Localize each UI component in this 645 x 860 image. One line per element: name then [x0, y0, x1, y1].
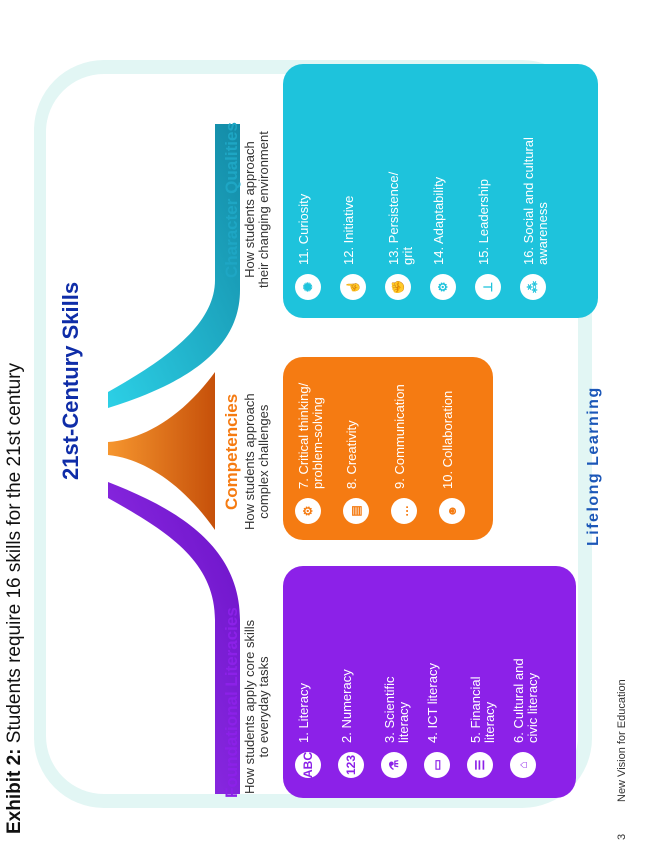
lightbulb-icon: ✺: [295, 274, 321, 300]
skill-label: 14. Adaptability: [431, 176, 446, 265]
footer-source: New Vision for Education: [616, 679, 628, 802]
skill-item: ▤ 8. Creativity: [343, 420, 369, 524]
skill-label: 13. Persistence/grit: [386, 171, 415, 265]
skill-label: 8. Creativity: [344, 420, 359, 489]
skill-item: ⚙ 7. Critical thinking/problem-solving: [295, 383, 325, 524]
building-icon: ⌂: [510, 752, 536, 778]
people-icon: ☻: [439, 498, 465, 524]
fist-icon: ✊: [385, 274, 411, 300]
diagram-title: 21st-Century Skills: [58, 281, 83, 480]
numbers-icon: 123: [338, 752, 364, 778]
skill-label: 6. Cultural and civic literacy: [511, 658, 540, 743]
skill-item: ☝ 12. Initiative: [340, 196, 366, 300]
skill-item: ☻ 10. Collaboration: [439, 391, 465, 524]
abc-letters-icon: ABC: [295, 752, 321, 778]
org-chart-icon: ⊥: [475, 274, 501, 300]
skill-label: 5. Financial literacy: [468, 676, 497, 743]
skill-label: 9. Communication: [392, 384, 407, 489]
skill-label: 10. Collaboration: [440, 390, 455, 489]
funnel-foundational: [108, 482, 240, 794]
skill-item: ▭ 4. ICT literacy: [424, 663, 450, 778]
skill-item: ⚗ 3. Scientific literacy: [381, 677, 411, 778]
flask-icon: ⚗: [381, 752, 407, 778]
skill-item: ✺ 11. Curiosity: [295, 194, 321, 300]
skill-item: ⌂ 6. Cultural and civic literacy: [510, 658, 540, 778]
skill-label: 7. Critical thinking/problem-solving: [296, 382, 325, 489]
foundational-subtitle: How students apply core skills to everyd…: [242, 619, 271, 794]
skill-label: 12. Initiative: [341, 195, 356, 265]
skill-item: ⚙ 14. Adaptability: [430, 177, 456, 300]
skill-label: 2. Numeracy: [339, 669, 354, 743]
cogs-icon: ⚙: [430, 274, 456, 300]
funnel-competencies: [108, 372, 215, 530]
page-number: 3: [616, 833, 628, 840]
funnel-character: [108, 124, 240, 408]
character-subtitle: How students approach their changing env…: [242, 131, 271, 288]
speech-bubble-icon: …: [391, 498, 417, 524]
pointer-icon: ☝: [340, 274, 366, 300]
skill-item: 123 2. Numeracy: [338, 669, 364, 778]
skill-label: 11. Curiosity: [296, 193, 311, 265]
skill-item: … 9. Communication: [391, 384, 417, 524]
skill-item: ⊥ 15. Leadership: [475, 179, 501, 300]
skill-label: 16. Social and cultural awareness: [521, 137, 550, 265]
foundational-title: Foundational Literacies: [222, 607, 241, 798]
skill-item: ⁂ 16. Social and cultural awareness: [520, 137, 550, 300]
group-icon: ⁂: [520, 274, 546, 300]
skill-item: ☰ 5. Financial literacy: [467, 677, 497, 778]
gears-head-icon: ⚙: [295, 498, 321, 524]
skill-label: 3. Scientific literacy: [382, 676, 411, 743]
competencies-title: Competencies: [222, 393, 241, 510]
skill-item: ABC 1. Literacy: [295, 683, 321, 778]
skill-label: 4. ICT literacy: [425, 663, 440, 743]
keyboard-icon: ▤: [343, 498, 369, 524]
skill-label: 15. Leadership: [476, 178, 491, 265]
exhibit-caption: Exhibit 2: Students require 16 skills fo…: [4, 363, 25, 834]
coins-icon: ☰: [467, 752, 493, 778]
competencies-subtitle: How students approach complex challenges: [242, 393, 271, 530]
skill-item: ✊ 13. Persistence/grit: [385, 172, 415, 300]
skill-label: 1. Literacy: [296, 683, 311, 743]
lifelong-learning-label: Lifelong Learning: [585, 386, 602, 546]
character-title: Character Qualities: [222, 122, 241, 278]
computer-icon: ▭: [424, 752, 450, 778]
